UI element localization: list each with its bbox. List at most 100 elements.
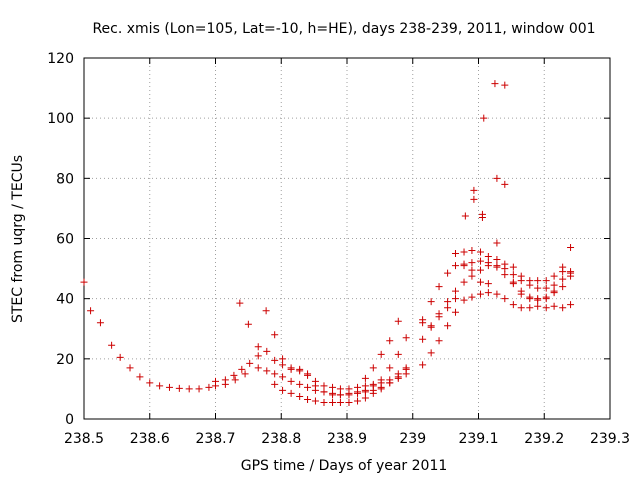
data-point-marker (517, 290, 525, 298)
data-point-marker (468, 259, 476, 267)
data-point-marker (470, 186, 478, 194)
data-point-marker (165, 383, 173, 391)
data-point-marker (205, 383, 213, 391)
data-point-marker (493, 174, 501, 182)
data-point-marker (476, 290, 484, 298)
data-point-marker (195, 385, 203, 393)
data-point-marker (501, 180, 509, 188)
data-point-marker (493, 239, 501, 247)
data-point-marker (468, 293, 476, 301)
y-tick-label: 120 (47, 51, 74, 67)
data-point-marker (369, 389, 377, 397)
data-point-marker (345, 398, 353, 406)
data-point-marker (271, 370, 279, 378)
data-point-marker (377, 350, 385, 358)
data-point-marker (484, 253, 492, 261)
data-point-marker (320, 382, 328, 390)
y-tick-labels: 0 20 40 60 80 100 120 (47, 51, 74, 428)
x-tick-label: 238.9 (327, 431, 367, 447)
data-point-marker (460, 278, 468, 286)
data-point-marker (296, 367, 304, 375)
data-point-marker (241, 370, 249, 378)
data-point-marker (345, 391, 353, 399)
data-point-marker (534, 277, 542, 285)
data-point-marker (451, 250, 459, 258)
data-point-marker (476, 248, 484, 256)
data-point-marker (542, 304, 550, 312)
data-point-marker (96, 319, 104, 327)
data-point-marker (559, 283, 567, 291)
x-tick-label: 238.6 (130, 431, 170, 447)
data-point-marker (254, 352, 262, 360)
data-point-marker (329, 398, 337, 406)
data-point-marker (279, 373, 287, 381)
data-point-marker (509, 280, 517, 288)
data-point-marker (336, 391, 344, 399)
data-point-marker (262, 307, 270, 315)
x-tick-label: 239.2 (524, 431, 564, 447)
data-point-marker (559, 304, 567, 312)
data-point-marker (550, 287, 558, 295)
data-point-marker (559, 275, 567, 283)
data-point-marker (230, 371, 238, 379)
data-point-marker (287, 377, 295, 385)
data-point-marker (279, 355, 287, 363)
data-point-marker (468, 272, 476, 280)
data-point-marker (386, 364, 394, 372)
data-point-marker (550, 281, 558, 289)
data-point-marker (444, 269, 452, 277)
data-point-marker (354, 397, 362, 405)
data-point-marker (254, 364, 262, 372)
data-point-marker (427, 349, 435, 357)
data-point-marker (534, 295, 542, 303)
data-point-marker (444, 322, 452, 330)
data-point-marker (517, 304, 525, 312)
data-point-marker (480, 114, 488, 122)
data-point-marker (476, 266, 484, 274)
data-point-marker (493, 290, 501, 298)
data-point-marker (542, 293, 550, 301)
data-point-marker (451, 262, 459, 270)
data-point-marker (550, 272, 558, 280)
data-point-marker (491, 80, 499, 88)
data-point-marker (263, 367, 271, 375)
axis-ticks (83, 57, 611, 420)
data-point-marker (329, 389, 337, 397)
data-point-marker (484, 262, 492, 270)
y-tick-label: 0 (65, 412, 74, 428)
data-point-marker (501, 81, 509, 89)
data-point-marker (460, 262, 468, 270)
data-point-marker (369, 364, 377, 372)
data-point-marker (185, 385, 193, 393)
data-point-marker (567, 268, 575, 276)
x-tick-labels: 238.5 238.6 238.7 238.8 238.9 239 239.1 239.2 23… (64, 431, 630, 447)
data-point-marker (304, 383, 312, 391)
data-point-marker (419, 319, 427, 327)
data-point-marker (231, 376, 239, 384)
data-point-marker (478, 210, 486, 218)
data-point-marker (542, 277, 550, 285)
y-tick-label: 20 (56, 352, 74, 368)
data-point-marker (386, 337, 394, 345)
data-point-marker (80, 278, 88, 286)
data-point-marker (419, 361, 427, 369)
data-point-marker (296, 380, 304, 388)
data-point-marker (484, 289, 492, 297)
data-point-marker (304, 371, 312, 379)
data-point-marker (567, 301, 575, 309)
data-point-marker (534, 302, 542, 310)
data-point-marker (320, 388, 328, 396)
chart-title: Rec. xmis (Lon=105, Lat=-10, h=HE), days… (92, 21, 595, 37)
data-point-marker (534, 284, 542, 292)
data-point-marker (460, 248, 468, 256)
data-point-marker (435, 337, 443, 345)
x-axis-label: GPS time / Days of year 2011 (241, 458, 448, 474)
x-tick-label: 239 (399, 431, 426, 447)
data-point-marker (427, 298, 435, 306)
data-point-marker (470, 195, 478, 203)
data-point-marker (468, 266, 476, 274)
data-point-marker (493, 256, 501, 264)
data-point-marker (254, 343, 262, 351)
data-point-marker (451, 308, 459, 316)
